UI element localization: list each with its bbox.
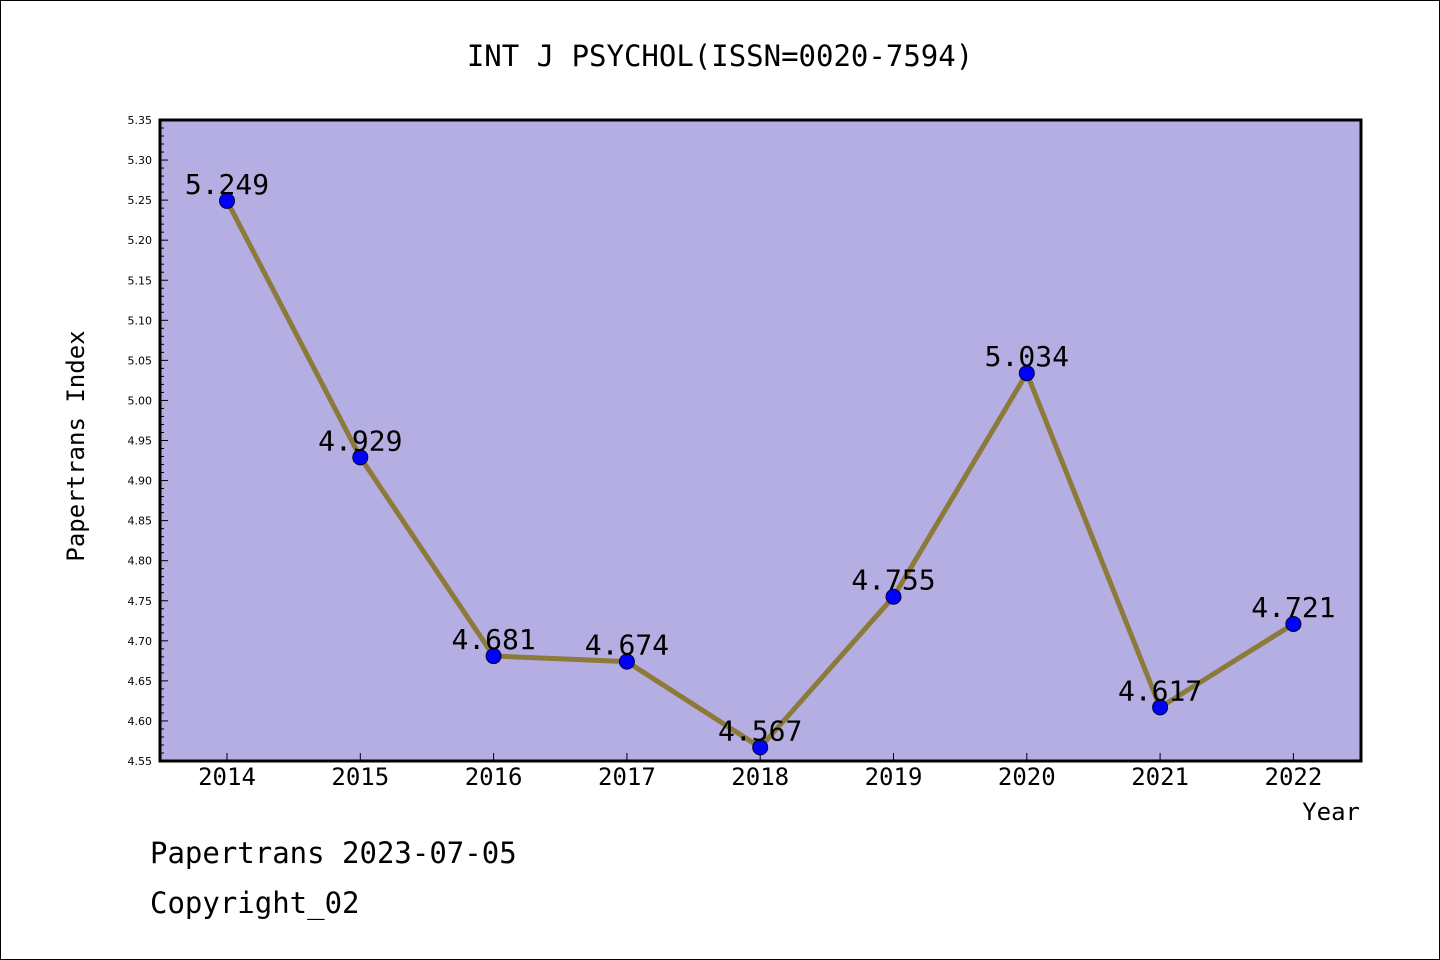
x-tick-label: 2014	[198, 763, 256, 791]
data-label: 4.681	[451, 623, 535, 656]
data-label: 5.249	[185, 168, 269, 201]
x-tick-label: 2016	[465, 763, 523, 791]
y-tick-label: 4.65	[128, 675, 153, 688]
x-axis: 2014 2015 2016 2017 2018 2019 2020 2021 2022	[198, 753, 1322, 791]
data-point	[1285, 615, 1302, 632]
y-tick-label: 4.60	[128, 715, 153, 728]
y-tick-label: 5.10	[128, 314, 153, 327]
y-tick-label: 4.75	[128, 595, 153, 608]
data-point	[219, 192, 235, 209]
y-tick-label: 5.25	[128, 194, 153, 207]
data-point	[1018, 365, 1035, 382]
x-tick-label: 2021	[1131, 763, 1189, 791]
data-point	[885, 588, 902, 605]
series-line: 5.249 4.929 4.681 4.674 4.567 4.755 5.034 4.617…	[185, 168, 1336, 756]
y-tick-label: 5.35	[128, 114, 153, 127]
data-point	[485, 648, 502, 665]
y-tick-label: 5.15	[128, 274, 153, 287]
x-tick-label: 2022	[1265, 763, 1323, 791]
y-tick-label: 5.20	[128, 234, 153, 247]
x-axis-label: Year	[1302, 798, 1360, 826]
x-tick-label: 2017	[598, 763, 656, 791]
data-point	[752, 739, 769, 756]
y-tick-label: 4.80	[128, 555, 153, 568]
x-tick-label: 2020	[998, 763, 1056, 791]
data-label: 4.674	[585, 629, 669, 662]
data-point	[352, 449, 369, 466]
data-point	[1152, 699, 1169, 716]
data-label: 4.755	[851, 564, 935, 597]
x-tick-label: 2015	[331, 763, 389, 791]
data-label: 4.617	[1118, 674, 1202, 707]
data-point	[618, 653, 635, 670]
data-label: 4.929	[318, 424, 402, 457]
data-label: 4.567	[718, 714, 802, 747]
y-tick-label: 4.95	[128, 435, 153, 448]
x-tick-label: 2018	[731, 763, 789, 791]
footer-date: Papertrans 2023-07-05	[150, 836, 517, 870]
y-tick-label: 4.55	[128, 755, 153, 768]
y-tick-label: 4.85	[128, 515, 153, 528]
y-tick-label: 5.00	[128, 394, 153, 407]
y-tick-label: 5.30	[128, 154, 153, 167]
y-tick-label: 5.05	[128, 354, 153, 367]
y-tick-label: 4.90	[128, 475, 153, 488]
data-label: 5.034	[985, 340, 1069, 373]
footer-copyright: Copyright_02	[150, 886, 360, 920]
plot-area	[158, 118, 1363, 763]
chart-title: INT J PSYCHOL(ISSN=0020-7594)	[467, 39, 973, 73]
y-axis-label: Papertrans Index	[62, 330, 90, 561]
data-label: 4.721	[1251, 591, 1335, 624]
y-axis: 4.55 4.60 4.65 4.70 4.75 4.80 4.85 4.90 4.95 5.00…	[128, 114, 168, 768]
x-tick-label: 2019	[865, 763, 923, 791]
y-tick-label: 4.70	[128, 635, 153, 648]
